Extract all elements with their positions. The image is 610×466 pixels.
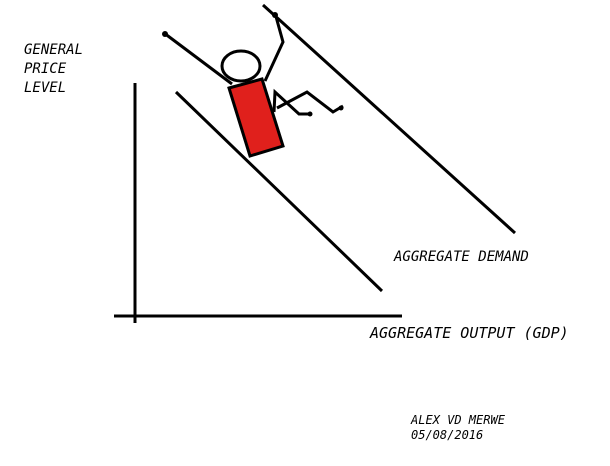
figure-left-arm bbox=[163, 31, 233, 86]
credit-author: ALEX VD MERWE bbox=[411, 413, 505, 427]
y-axis-label-line-2: PRICE bbox=[24, 61, 67, 77]
figure-right-arm bbox=[263, 12, 285, 82]
x-axis-label: AGGREGATE OUTPUT (GDP) bbox=[370, 324, 569, 342]
stick-figure bbox=[162, 12, 344, 158]
figure-head bbox=[220, 49, 262, 83]
credit: ALEX VD MERWE 05/08/2016 bbox=[411, 413, 505, 443]
figure-leg-1 bbox=[272, 88, 311, 116]
y-axis-label-line-1: GENERAL bbox=[24, 42, 84, 58]
figure-leg-2 bbox=[276, 90, 344, 114]
y-axis-label: GENERAL PRICE LEVEL bbox=[24, 41, 83, 98]
y-axis-label-line-3: LEVEL bbox=[24, 80, 67, 96]
credit-date: 05/08/2016 bbox=[411, 428, 484, 442]
demand-curve-upper bbox=[261, 3, 517, 235]
demand-curve-lower bbox=[174, 90, 384, 293]
figure-body bbox=[227, 77, 285, 158]
demand-curve-label: AGGREGATE DEMAND bbox=[394, 249, 529, 265]
